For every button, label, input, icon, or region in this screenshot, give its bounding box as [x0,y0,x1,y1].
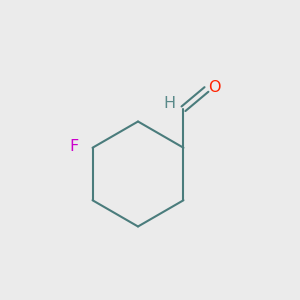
Text: O: O [208,80,221,94]
Text: F: F [69,139,79,154]
Text: H: H [163,96,175,111]
